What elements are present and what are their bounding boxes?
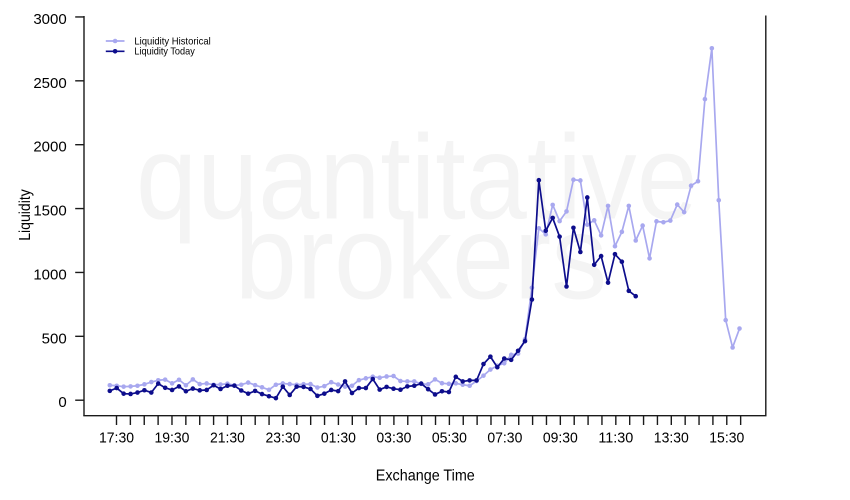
svg-text:19:30: 19:30 — [154, 430, 189, 447]
svg-text:Liquidity: Liquidity — [17, 189, 34, 241]
svg-text:500: 500 — [42, 330, 67, 347]
svg-text:0: 0 — [58, 394, 66, 411]
svg-text:15:30: 15:30 — [709, 430, 744, 447]
svg-text:21:30: 21:30 — [210, 430, 245, 447]
svg-text:13:30: 13:30 — [654, 430, 689, 447]
svg-text:2000: 2000 — [33, 139, 66, 156]
svg-text:2500: 2500 — [33, 75, 66, 92]
svg-text:Liquidity Historical: Liquidity Historical — [134, 36, 210, 47]
svg-text:07:30: 07:30 — [487, 430, 522, 447]
svg-text:05:30: 05:30 — [432, 430, 467, 447]
svg-text:23:30: 23:30 — [265, 430, 300, 447]
svg-text:Exchange Time: Exchange Time — [376, 468, 475, 485]
svg-text:Liquidity Today: Liquidity Today — [134, 47, 195, 58]
svg-text:01:30: 01:30 — [321, 430, 356, 447]
svg-text:17:30: 17:30 — [99, 430, 134, 447]
svg-text:1500: 1500 — [33, 203, 66, 220]
svg-text:03:30: 03:30 — [376, 430, 411, 447]
svg-text:1000: 1000 — [33, 266, 66, 283]
svg-text:09:30: 09:30 — [543, 430, 578, 447]
svg-text:3000: 3000 — [33, 11, 66, 28]
svg-text:11:30: 11:30 — [598, 430, 633, 447]
svg-text:brokers: brokers — [235, 191, 607, 325]
